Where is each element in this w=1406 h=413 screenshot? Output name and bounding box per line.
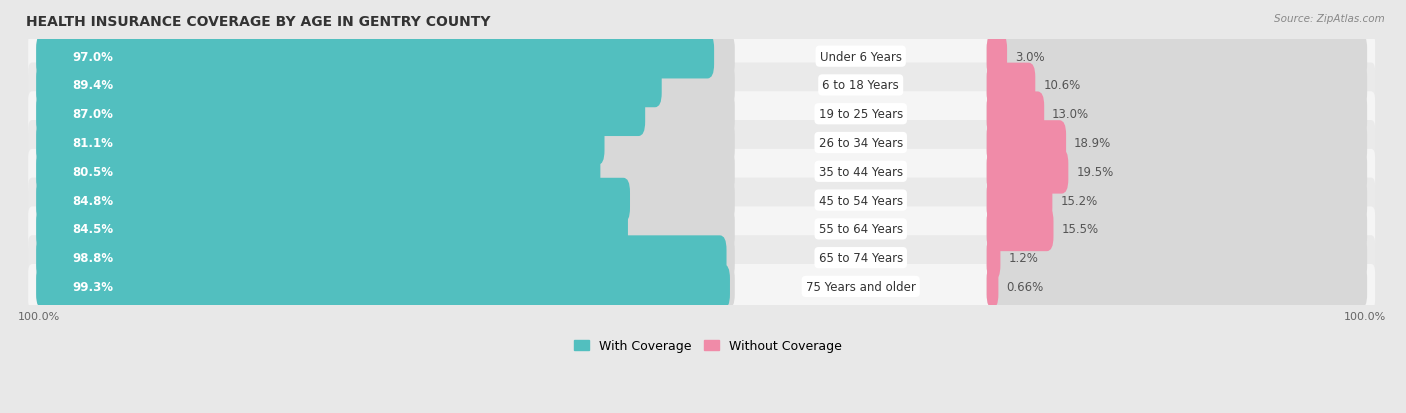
Text: Source: ZipAtlas.com: Source: ZipAtlas.com: [1274, 14, 1385, 24]
FancyBboxPatch shape: [37, 236, 727, 280]
Text: 84.8%: 84.8%: [72, 194, 112, 207]
Text: 65 to 74 Years: 65 to 74 Years: [818, 252, 903, 264]
FancyBboxPatch shape: [28, 150, 1375, 194]
Text: 3.0%: 3.0%: [1015, 50, 1045, 64]
FancyBboxPatch shape: [37, 92, 645, 137]
FancyBboxPatch shape: [37, 121, 605, 166]
FancyBboxPatch shape: [28, 35, 1375, 79]
FancyBboxPatch shape: [987, 178, 1052, 223]
FancyBboxPatch shape: [987, 121, 1367, 166]
FancyBboxPatch shape: [987, 207, 1053, 252]
FancyBboxPatch shape: [987, 150, 1069, 194]
Text: 0.66%: 0.66%: [1007, 280, 1043, 293]
FancyBboxPatch shape: [987, 178, 1367, 223]
FancyBboxPatch shape: [987, 236, 1367, 280]
Text: 19.5%: 19.5%: [1076, 165, 1114, 178]
FancyBboxPatch shape: [987, 264, 1367, 309]
Text: 15.2%: 15.2%: [1060, 194, 1098, 207]
FancyBboxPatch shape: [37, 264, 730, 309]
Text: 75 Years and older: 75 Years and older: [806, 280, 915, 293]
FancyBboxPatch shape: [987, 64, 1035, 108]
Text: Under 6 Years: Under 6 Years: [820, 50, 901, 64]
FancyBboxPatch shape: [37, 92, 735, 137]
FancyBboxPatch shape: [37, 150, 600, 194]
Text: 55 to 64 Years: 55 to 64 Years: [818, 223, 903, 236]
Text: 84.5%: 84.5%: [72, 223, 112, 236]
Text: 6 to 18 Years: 6 to 18 Years: [823, 79, 898, 92]
Text: 13.0%: 13.0%: [1052, 108, 1090, 121]
FancyBboxPatch shape: [37, 207, 735, 252]
Text: 45 to 54 Years: 45 to 54 Years: [818, 194, 903, 207]
FancyBboxPatch shape: [37, 64, 662, 108]
Text: 87.0%: 87.0%: [72, 108, 112, 121]
Text: 1.2%: 1.2%: [1008, 252, 1038, 264]
FancyBboxPatch shape: [987, 92, 1045, 137]
FancyBboxPatch shape: [28, 92, 1375, 137]
Text: 89.4%: 89.4%: [72, 79, 112, 92]
FancyBboxPatch shape: [37, 121, 735, 166]
FancyBboxPatch shape: [987, 35, 1367, 79]
FancyBboxPatch shape: [37, 264, 735, 309]
FancyBboxPatch shape: [987, 236, 1001, 280]
FancyBboxPatch shape: [37, 35, 714, 79]
Text: 97.0%: 97.0%: [72, 50, 112, 64]
FancyBboxPatch shape: [987, 121, 1066, 166]
Text: 81.1%: 81.1%: [72, 137, 112, 150]
FancyBboxPatch shape: [37, 236, 735, 280]
FancyBboxPatch shape: [28, 178, 1375, 223]
FancyBboxPatch shape: [28, 63, 1375, 108]
FancyBboxPatch shape: [987, 207, 1367, 252]
Text: 35 to 44 Years: 35 to 44 Years: [818, 165, 903, 178]
Text: 26 to 34 Years: 26 to 34 Years: [818, 137, 903, 150]
Text: HEALTH INSURANCE COVERAGE BY AGE IN GENTRY COUNTY: HEALTH INSURANCE COVERAGE BY AGE IN GENT…: [25, 15, 491, 29]
Text: 10.6%: 10.6%: [1043, 79, 1080, 92]
FancyBboxPatch shape: [28, 207, 1375, 252]
Text: 15.5%: 15.5%: [1062, 223, 1098, 236]
FancyBboxPatch shape: [987, 35, 1007, 79]
FancyBboxPatch shape: [987, 64, 1367, 108]
FancyBboxPatch shape: [37, 35, 735, 79]
Text: 80.5%: 80.5%: [72, 165, 112, 178]
FancyBboxPatch shape: [28, 264, 1375, 309]
FancyBboxPatch shape: [28, 236, 1375, 280]
FancyBboxPatch shape: [987, 264, 998, 309]
FancyBboxPatch shape: [37, 178, 630, 223]
Text: 98.8%: 98.8%: [72, 252, 112, 264]
FancyBboxPatch shape: [987, 150, 1367, 194]
Legend: With Coverage, Without Coverage: With Coverage, Without Coverage: [569, 335, 848, 358]
Text: 99.3%: 99.3%: [72, 280, 112, 293]
FancyBboxPatch shape: [37, 150, 735, 194]
FancyBboxPatch shape: [987, 92, 1367, 137]
Text: 19 to 25 Years: 19 to 25 Years: [818, 108, 903, 121]
Text: 18.9%: 18.9%: [1074, 137, 1111, 150]
FancyBboxPatch shape: [37, 178, 735, 223]
FancyBboxPatch shape: [37, 207, 628, 252]
FancyBboxPatch shape: [28, 121, 1375, 166]
FancyBboxPatch shape: [37, 64, 735, 108]
